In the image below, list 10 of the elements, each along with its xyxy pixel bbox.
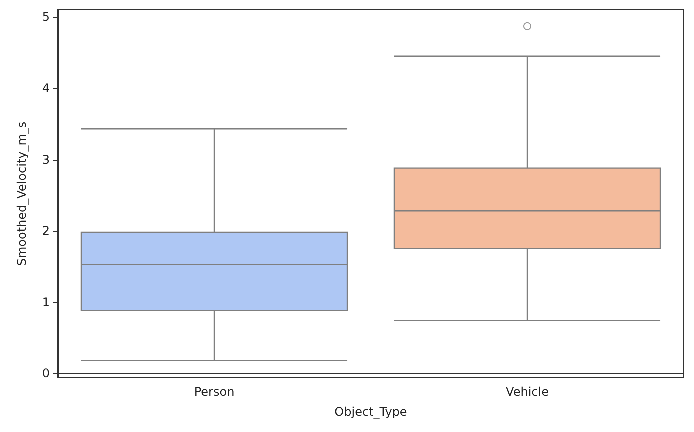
y-tick-label: 5 <box>42 10 50 24</box>
y-tick-label: 4 <box>42 81 50 96</box>
y-tick-label: 0 <box>42 366 50 381</box>
y-tick-label: 1 <box>42 295 50 310</box>
x-axis-title: Object_Type <box>334 405 408 419</box>
y-tick-label: 3 <box>42 152 50 167</box>
y-axis-title: Smoothed_Velocity_m_s <box>15 122 29 266</box>
x-tick-label: Person <box>194 385 235 399</box>
y-tick-label: 2 <box>42 224 50 238</box>
x-tick-label: Vehicle <box>506 385 549 399</box>
